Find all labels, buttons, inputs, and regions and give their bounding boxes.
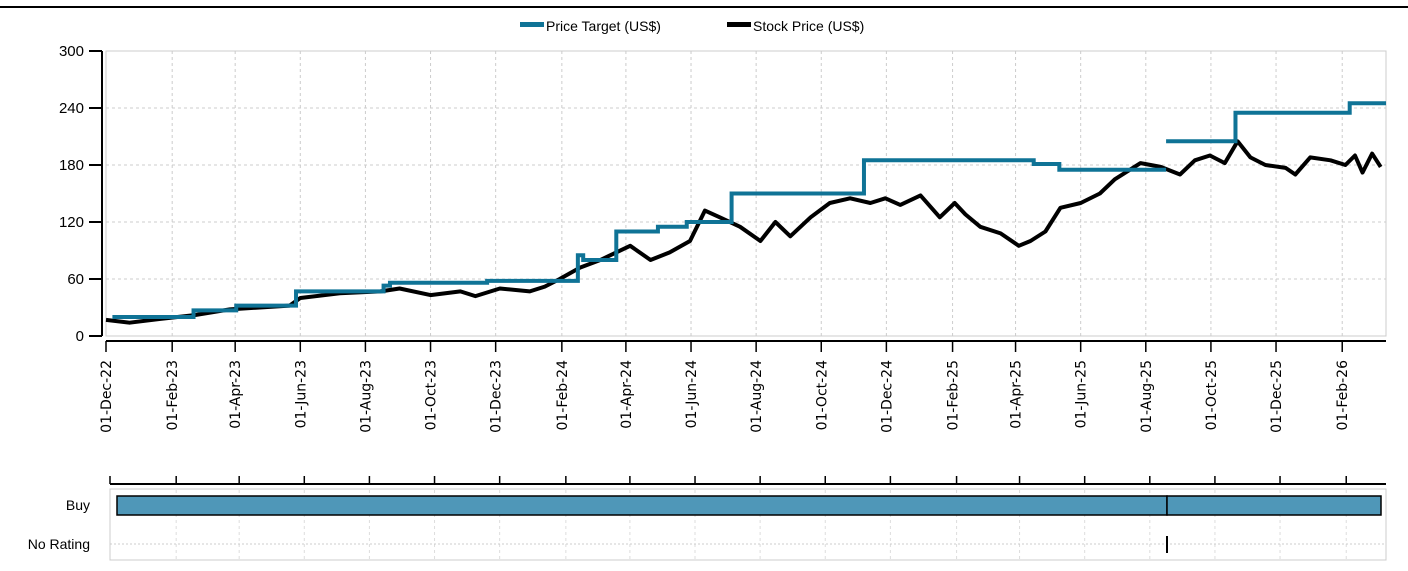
y-tick-label: 0 <box>76 328 84 345</box>
stock-price-line <box>105 139 1383 325</box>
y-tick-label: 180 <box>59 157 84 174</box>
legend: Price Target (US$) Stock Price (US$) <box>520 18 864 34</box>
x-tick-label: 01-Feb-23 <box>165 360 181 431</box>
x-tick-label: 01-Dec-25 <box>1269 360 1285 433</box>
x-tick-label: 01-Oct-24 <box>814 360 830 430</box>
x-tick-label: 01-Aug-24 <box>749 360 765 433</box>
legend-swatch-stock-price <box>727 22 751 27</box>
price-target-line <box>112 158 1167 319</box>
x-tick-label: 01-Jun-25 <box>1074 360 1090 428</box>
price-target-line <box>1166 101 1386 144</box>
x-tick-label: 01-Oct-23 <box>424 360 440 430</box>
rating-panel-frame <box>109 488 1387 561</box>
series <box>105 101 1386 325</box>
x-tick-label: 01-Dec-22 <box>99 360 115 433</box>
x-axis: 01-Dec-22 01-Feb-23 01-Apr-23 01-Jun-23 01-A… <box>99 340 1386 433</box>
x-tick-label: 01-Jun-24 <box>684 360 700 428</box>
x-tick-label: 01-Jun-23 <box>293 360 309 428</box>
y-tick-label: 120 <box>59 214 84 231</box>
y-axis: 0 60 120 180 240 300 <box>59 43 103 345</box>
y-tick-label: 240 <box>59 100 84 117</box>
x-tick-label: 01-Aug-25 <box>1139 360 1155 433</box>
x-tick-label: 01-Dec-24 <box>879 360 895 433</box>
y-tick-label: 300 <box>59 43 84 60</box>
y-tick-label: 60 <box>67 271 84 288</box>
x-tick-label: 01-Aug-23 <box>358 360 374 433</box>
legend-label-stock-price: Stock Price (US$) <box>753 18 864 34</box>
x-tick-label: 01-Feb-25 <box>946 360 962 431</box>
rating-bar-buy <box>1166 495 1382 516</box>
x-tick-label: 01-Feb-26 <box>1335 360 1351 431</box>
rating-category-label: No Rating <box>28 536 90 552</box>
x-tick-label: 01-Apr-24 <box>619 360 635 429</box>
x-tick-label: 01-Apr-25 <box>1009 360 1025 429</box>
rating-panel: Buy No Rating <box>28 476 1387 561</box>
rating-category-label: Buy <box>66 497 90 513</box>
legend-swatch-price-target <box>520 22 544 27</box>
x-tick-label: 01-Apr-23 <box>228 360 244 429</box>
x-tick-label: 01-Oct-25 <box>1204 360 1220 430</box>
plot-area <box>105 50 1387 337</box>
legend-label-price-target: Price Target (US$) <box>546 18 661 34</box>
x-tick-label: 01-Feb-24 <box>555 360 571 431</box>
x-tick-label: 01-Dec-23 <box>489 360 505 433</box>
rating-bar-buy <box>116 495 1168 516</box>
